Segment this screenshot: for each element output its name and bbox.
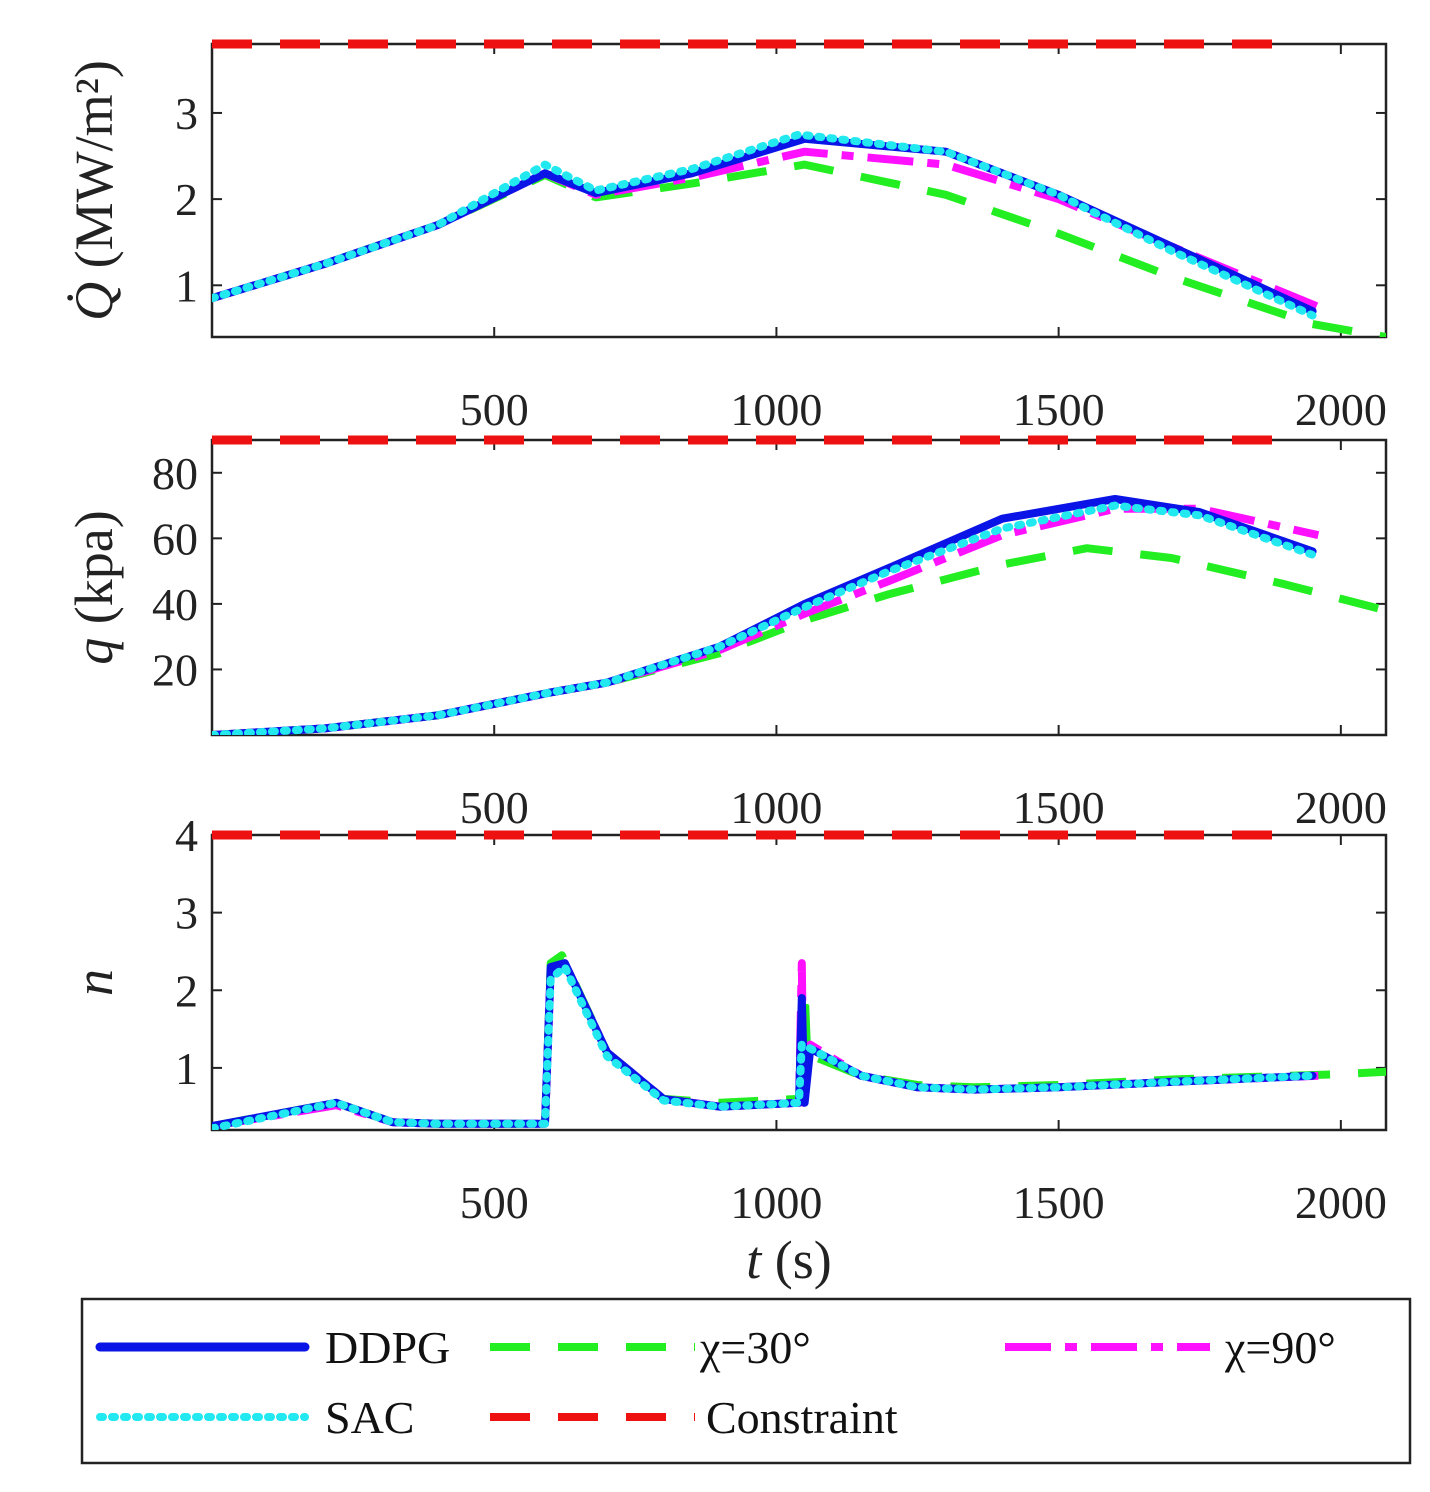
y-tick-label: 60 — [152, 513, 198, 564]
y-tick-label: 20 — [152, 644, 198, 695]
x-tick-label: 500 — [460, 384, 529, 435]
legend-label-chi90: χ=90° — [1224, 1322, 1336, 1373]
x-tick-label: 500 — [460, 782, 529, 833]
legend-box — [80, 1297, 1412, 1465]
y-tick-label: 1 — [175, 260, 198, 311]
series-group — [212, 435, 1386, 735]
legend-label-constraint: Constraint — [706, 1392, 898, 1443]
axes-box — [210, 42, 1388, 339]
x-axis-symbol: t — [746, 1230, 763, 1290]
y-axis-symbol: Q̇ — [64, 282, 124, 321]
y-tick-label: 40 — [152, 579, 198, 630]
y-axis-unit: (kpa) — [64, 510, 124, 637]
series-line-chi30 — [212, 160, 1386, 337]
x-tick-label: 1000 — [730, 1177, 822, 1228]
y-tick-label: 3 — [175, 888, 198, 939]
y-tick-label: 3 — [175, 88, 198, 139]
x-axis-label: t (s) — [746, 1230, 832, 1290]
y-tick-label: 2 — [175, 174, 198, 225]
legend: DDPG χ=30° χ=90° SAC Constraint — [80, 1297, 1412, 1465]
x-tick-label: 500 — [460, 1177, 529, 1228]
series-line-sac — [212, 963, 1317, 1130]
y-axis-symbol: q — [64, 638, 124, 665]
series-group — [212, 830, 1386, 1130]
legend-label-ddpg: DDPG — [325, 1322, 450, 1373]
x-tick-label: 2000 — [1295, 384, 1387, 435]
series-line-chi30 — [212, 544, 1386, 735]
x-tick-label: 1000 — [730, 384, 822, 435]
x-tick-label: 1500 — [1013, 782, 1105, 833]
y-tick-label: 1 — [175, 1043, 198, 1094]
y-axis-symbol: n — [64, 969, 124, 996]
x-tick-label: 1500 — [1013, 1177, 1105, 1228]
y-axis-label: Q̇ (MW/m²) — [64, 60, 124, 321]
axes-box — [210, 438, 1388, 737]
y-tick-label: 4 — [175, 810, 198, 861]
x-tick-label: 1000 — [730, 782, 822, 833]
x-tick-label: 2000 — [1295, 782, 1387, 833]
x-axis-unit: (s) — [761, 1230, 831, 1290]
x-tick-label: 1500 — [1013, 384, 1105, 435]
panel-load-factor: 500 1000 1500 2000 1 2 3 4 n t (s) — [64, 810, 1388, 1290]
series-line-sac — [212, 501, 1317, 735]
panel-heat-flux: 500 1000 1500 2000 1 2 3 Q̇ (MW/m²) — [64, 39, 1388, 435]
legend-label-chi30: χ=30° — [699, 1322, 811, 1373]
series-group — [212, 39, 1386, 337]
y-tick-label: 2 — [175, 965, 198, 1016]
legend-label-sac: SAC — [325, 1392, 414, 1443]
y-axis-unit: (MW/m²) — [64, 60, 124, 282]
axes-box — [210, 833, 1388, 1132]
panel-dynamic-pressure: 500 1000 1500 2000 20 40 60 80 q (kpa) — [64, 435, 1388, 833]
y-axis-label: n — [64, 969, 124, 996]
series-line-ddpg — [212, 495, 1317, 735]
x-tick-label: 2000 — [1295, 1177, 1387, 1228]
y-tick-label: 80 — [152, 448, 198, 499]
series-line-sac — [212, 130, 1317, 320]
y-axis-label: q (kpa) — [64, 510, 124, 664]
